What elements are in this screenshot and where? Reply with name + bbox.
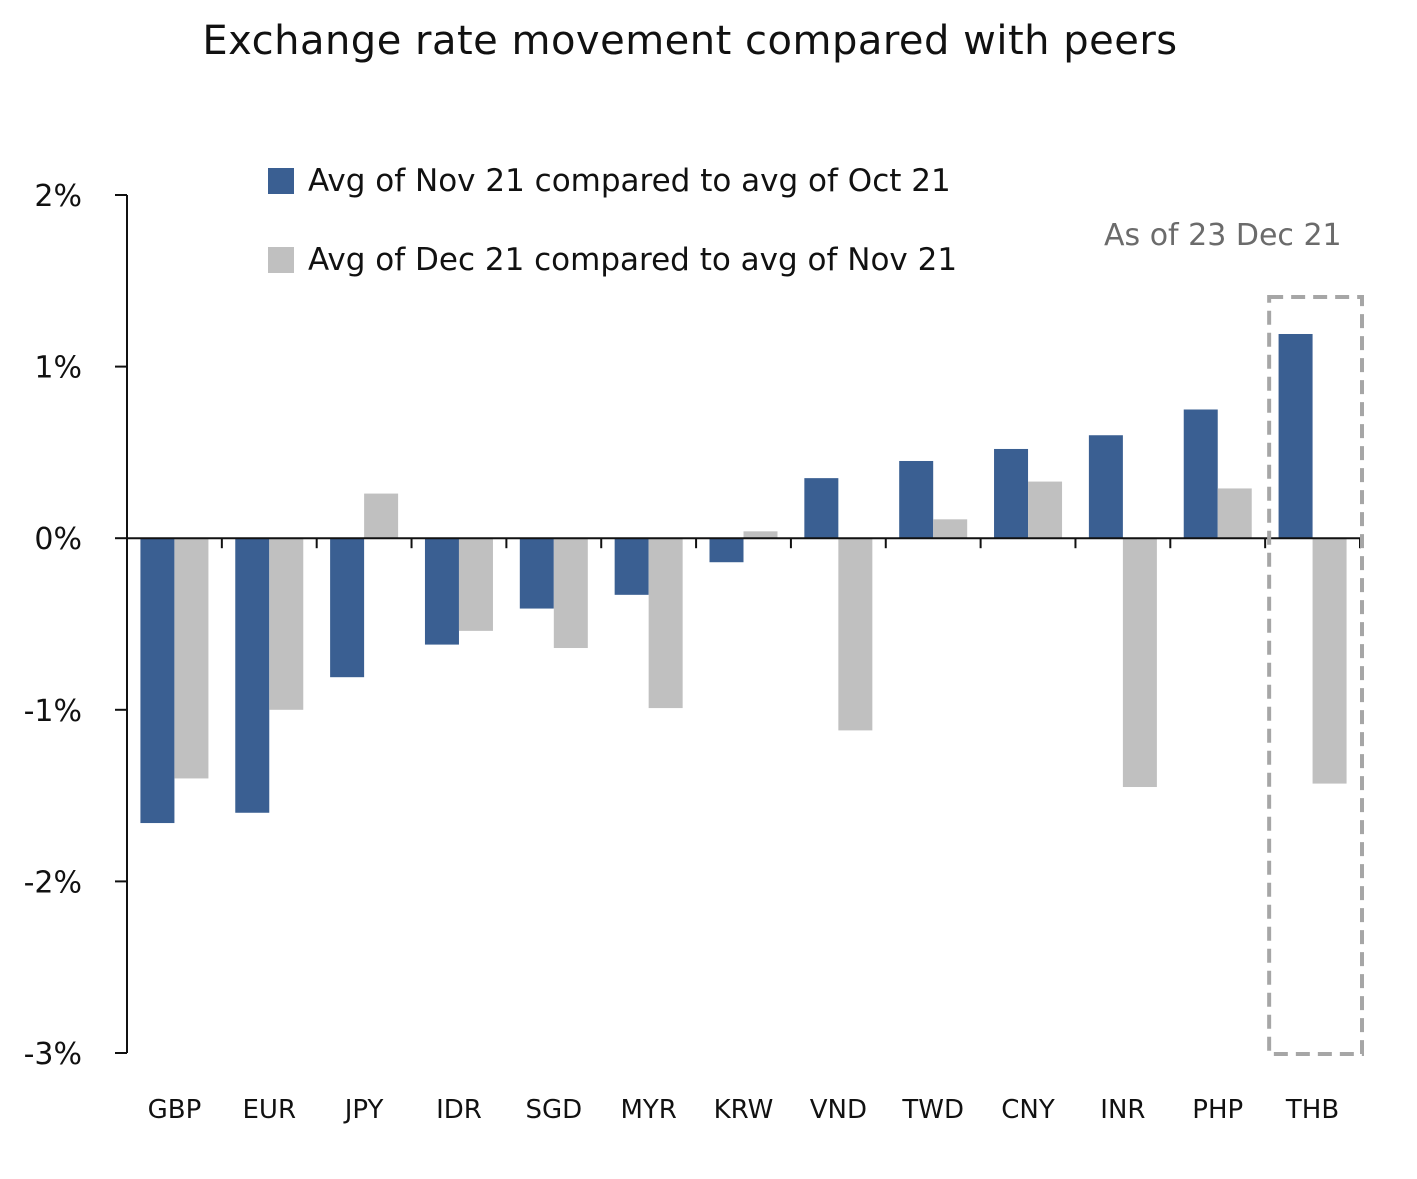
x-tick-label-idr: IDR bbox=[436, 1095, 482, 1125]
x-tick-label-vnd: VND bbox=[810, 1095, 867, 1125]
as-of-annotation: As of 23 Dec 21 bbox=[1104, 218, 1342, 253]
chart-title: Exchange rate movement compared with pee… bbox=[202, 18, 1178, 64]
bar-jpy-series-1 bbox=[330, 538, 365, 678]
legend-label-dec: Avg of Dec 21 compared to avg of Nov 21 bbox=[308, 242, 958, 278]
bar-krw-series-1 bbox=[709, 538, 744, 563]
x-tick-label-twd: TWD bbox=[901, 1095, 964, 1125]
bar-vnd-series-1 bbox=[804, 478, 839, 539]
legend-item-dec: Avg of Dec 21 compared to avg of Nov 21 bbox=[268, 242, 957, 278]
y-tick-label: -2% bbox=[24, 865, 82, 900]
bar-vnd-series-2 bbox=[838, 538, 873, 731]
bar-inr-series-1 bbox=[1088, 435, 1123, 539]
bar-cny-series-1 bbox=[994, 448, 1029, 539]
y-tick-label: -1% bbox=[24, 694, 82, 729]
bar-cny-series-2 bbox=[1028, 481, 1063, 539]
bar-thb-series-2 bbox=[1312, 538, 1347, 784]
bar-gbp-series-1 bbox=[140, 538, 175, 824]
bar-twd-series-1 bbox=[899, 460, 934, 539]
x-tick-label-krw: KRW bbox=[714, 1095, 774, 1125]
thb-highlight-box bbox=[1267, 295, 1364, 1056]
bar-thb-series-1 bbox=[1278, 333, 1313, 539]
bar-eur-series-1 bbox=[235, 538, 270, 813]
x-tick-label-php: PHP bbox=[1192, 1095, 1243, 1125]
bar-twd-series-2 bbox=[933, 519, 968, 539]
x-tick-label-jpy: JPY bbox=[343, 1095, 384, 1125]
bar-krw-series-2 bbox=[743, 531, 778, 539]
x-tick-label-eur: EUR bbox=[243, 1095, 297, 1125]
bar-myr-series-1 bbox=[614, 538, 649, 595]
legend-item-nov: Avg of Nov 21 compared to avg of Oct 21 bbox=[268, 163, 951, 199]
y-tick-label: 0% bbox=[34, 522, 82, 557]
x-tick-label-sgd: SGD bbox=[525, 1095, 582, 1125]
bar-jpy-series-2 bbox=[364, 493, 399, 539]
y-tick-label: 2% bbox=[34, 179, 82, 214]
bar-idr-series-2 bbox=[458, 538, 493, 631]
legend-swatch-dec bbox=[268, 247, 294, 273]
bar-sgd-series-1 bbox=[519, 538, 554, 609]
y-tick-label: -3% bbox=[24, 1037, 82, 1072]
legend-label-nov: Avg of Nov 21 compared to avg of Oct 21 bbox=[308, 163, 951, 199]
bar-eur-series-2 bbox=[269, 538, 304, 710]
bar-idr-series-1 bbox=[424, 538, 459, 645]
bar-gbp-series-2 bbox=[174, 538, 209, 779]
bar-php-series-1 bbox=[1183, 409, 1218, 539]
x-tick-label-gbp: GBP bbox=[148, 1095, 202, 1125]
bar-inr-series-2 bbox=[1122, 538, 1157, 788]
y-tick-label: 1% bbox=[34, 351, 82, 386]
x-tick-label-inr: INR bbox=[1100, 1095, 1145, 1125]
legend-swatch-nov bbox=[268, 168, 294, 194]
bar-php-series-2 bbox=[1217, 488, 1252, 539]
x-tick-label-cny: CNY bbox=[1001, 1095, 1055, 1125]
bar-sgd-series-2 bbox=[553, 538, 588, 649]
x-tick-label-thb: THB bbox=[1285, 1095, 1339, 1125]
bar-myr-series-2 bbox=[648, 538, 683, 709]
x-tick-label-myr: MYR bbox=[620, 1095, 676, 1125]
